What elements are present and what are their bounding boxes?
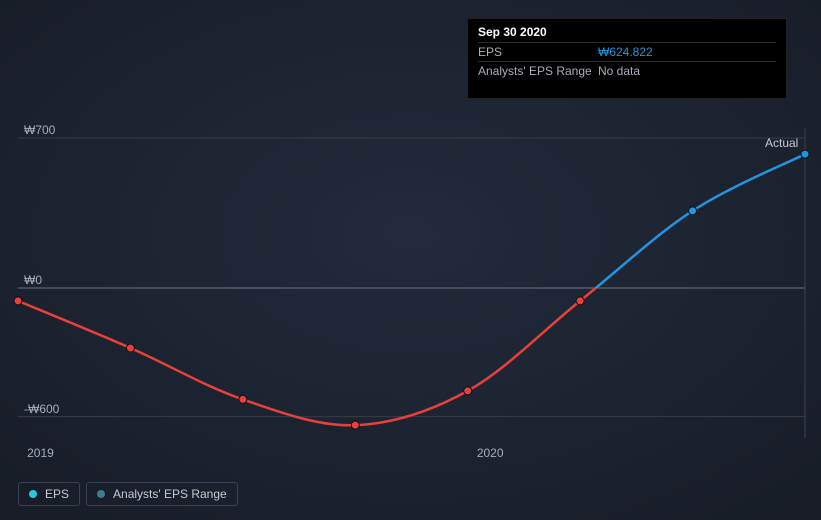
- eps-chart: Actual Sep 30 2020 EPS₩624.822Analysts' …: [0, 0, 821, 520]
- tooltip-row: Analysts' EPS RangeNo data: [478, 61, 776, 80]
- y-tick-label: ₩700: [24, 123, 55, 137]
- x-tick-label: 2019: [27, 446, 54, 460]
- tooltip-row-value: No data: [598, 64, 640, 78]
- legend-dot-icon: [97, 490, 105, 498]
- y-tick-label: ₩0: [24, 273, 42, 287]
- y-tick-label: -₩600: [24, 402, 59, 416]
- legend-label: EPS: [45, 487, 69, 501]
- tooltip-row-value: ₩624.822: [598, 45, 653, 59]
- tooltip-rows: EPS₩624.822Analysts' EPS RangeNo data: [478, 42, 776, 80]
- chart-legend: EPS Analysts' EPS Range: [18, 482, 238, 506]
- tooltip-row-label: Analysts' EPS Range: [478, 64, 598, 78]
- chart-tooltip: Sep 30 2020 EPS₩624.822Analysts' EPS Ran…: [467, 18, 787, 99]
- tooltip-row: EPS₩624.822: [478, 42, 776, 61]
- actual-label: Actual: [765, 136, 798, 150]
- tooltip-row-label: EPS: [478, 45, 598, 59]
- legend-label: Analysts' EPS Range: [113, 487, 227, 501]
- tooltip-date: Sep 30 2020: [478, 25, 776, 42]
- legend-dot-icon: [29, 490, 37, 498]
- legend-item[interactable]: EPS: [18, 482, 80, 506]
- x-tick-label: 2020: [477, 446, 504, 460]
- legend-item[interactable]: Analysts' EPS Range: [86, 482, 238, 506]
